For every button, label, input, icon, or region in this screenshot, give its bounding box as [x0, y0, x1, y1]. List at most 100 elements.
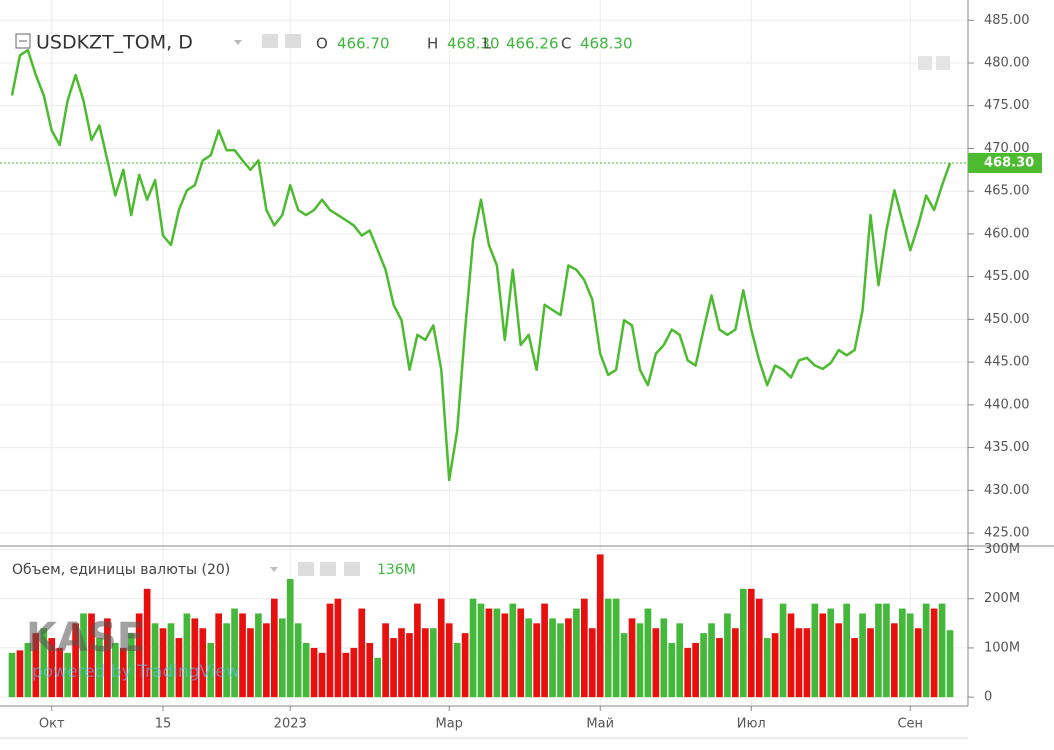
volume-bar: [612, 598, 620, 698]
volume-bar: [581, 598, 588, 698]
volume-bar: [660, 618, 668, 698]
symbol-title: USDKZT_TOM, D: [36, 32, 193, 54]
volume-bar: [382, 623, 389, 698]
volume-bar: [708, 623, 715, 698]
x-tick-label: Мар: [435, 717, 462, 732]
close-icon[interactable]: [344, 562, 360, 576]
volume-bar: [827, 608, 835, 698]
volume-bar: [143, 588, 151, 698]
volume-bar: [771, 633, 779, 698]
volume-bar: [787, 613, 795, 698]
volume-bar: [24, 642, 32, 698]
volume-bar: [795, 628, 803, 698]
y-tick-label: 435.00: [984, 440, 1030, 455]
volume-bar: [350, 647, 358, 698]
volume-bar: [628, 618, 636, 698]
ohlc-label: O: [316, 35, 328, 53]
settings-icon[interactable]: [320, 562, 336, 576]
volume-bar: [215, 613, 223, 698]
volume-bar: [819, 613, 827, 698]
volume-bar: [112, 642, 119, 698]
volume-bar: [477, 603, 485, 698]
volume-bar: [922, 603, 930, 698]
volume-bar: [104, 618, 111, 698]
dropdown-icon[interactable]: [270, 567, 278, 572]
x-tick-label: 2023: [274, 717, 307, 732]
volume-bar: [40, 628, 48, 698]
volume-bar: [239, 613, 246, 698]
volume-bar: [453, 642, 461, 698]
ohlc-value: 466.26: [506, 35, 559, 53]
y-tick-label: 480.00: [984, 55, 1030, 70]
scroll-icon[interactable]: [918, 56, 932, 70]
volume-bar: [739, 588, 747, 698]
volume-bar: [835, 623, 843, 698]
volume-bar: [223, 623, 230, 698]
volume-bar: [779, 603, 787, 698]
volume-bar: [398, 628, 405, 698]
volume-bar: [310, 647, 318, 698]
volume-bar: [8, 652, 16, 698]
volume-bar: [867, 628, 874, 698]
volume-bar: [732, 628, 739, 698]
volume-bar: [175, 638, 183, 698]
y-tick-label: 450.00: [984, 312, 1030, 327]
y-tick-label: 470.00: [984, 141, 1030, 156]
y-tick-label: 465.00: [984, 184, 1030, 199]
scroll-icon[interactable]: [936, 56, 950, 70]
volume-bar: [700, 633, 707, 698]
volume-bar: [676, 623, 684, 698]
x-tick-label: Май: [586, 717, 614, 732]
volume-bar: [16, 650, 24, 698]
volume-bar: [48, 638, 56, 698]
dropdown-icon[interactable]: [234, 40, 242, 45]
volume-bar: [255, 613, 262, 698]
volume-bar: [390, 638, 397, 698]
volume-bar: [278, 618, 286, 698]
volume-bar: [811, 603, 819, 698]
watermark-logo: KASE: [26, 615, 144, 661]
volume-bar: [930, 608, 938, 698]
volume-bar: [318, 652, 326, 698]
y-tick-label: 0: [984, 690, 992, 705]
volume-bar: [859, 613, 866, 698]
y-tick-label: 430.00: [984, 483, 1030, 498]
eye-icon[interactable]: [262, 34, 278, 48]
volume-bar: [914, 628, 922, 698]
ohlc-value: 466.70: [337, 35, 390, 53]
volume-bar: [485, 608, 493, 698]
last-price-marker: [968, 152, 1042, 173]
volume-bar: [525, 618, 533, 698]
volume-bar: [573, 608, 580, 698]
volume-title: Объем, единицы валюты (20): [12, 562, 230, 578]
volume-bar: [652, 628, 660, 698]
volume-bar: [294, 623, 302, 698]
y-tick-label: 455.00: [984, 269, 1030, 284]
volume-bar: [358, 608, 366, 698]
ohlc-label: H: [427, 35, 438, 53]
volume-bar: [644, 608, 652, 698]
y-tick-label: 445.00: [984, 355, 1030, 370]
volume-bar: [843, 603, 850, 698]
volume-bar: [533, 623, 540, 698]
volume-bar: [883, 603, 890, 698]
volume-bar: [334, 598, 342, 698]
volume-bar: [302, 642, 310, 698]
settings-icon[interactable]: [285, 34, 301, 48]
volume-bar: [119, 647, 127, 698]
volume-bar: [183, 613, 191, 698]
ohlc-value: 468.30: [447, 35, 500, 53]
eye-icon[interactable]: [298, 562, 314, 576]
volume-bar: [429, 628, 437, 698]
volume-bar: [898, 608, 906, 698]
volume-bar: [716, 638, 723, 698]
y-tick-label: 100M: [984, 640, 1020, 655]
volume-bar: [199, 628, 207, 698]
volume-bar: [342, 652, 350, 698]
volume-bar: [247, 628, 254, 698]
volume-bar: [151, 623, 159, 698]
volume-bar: [469, 598, 477, 698]
volume-bar: [596, 554, 604, 698]
